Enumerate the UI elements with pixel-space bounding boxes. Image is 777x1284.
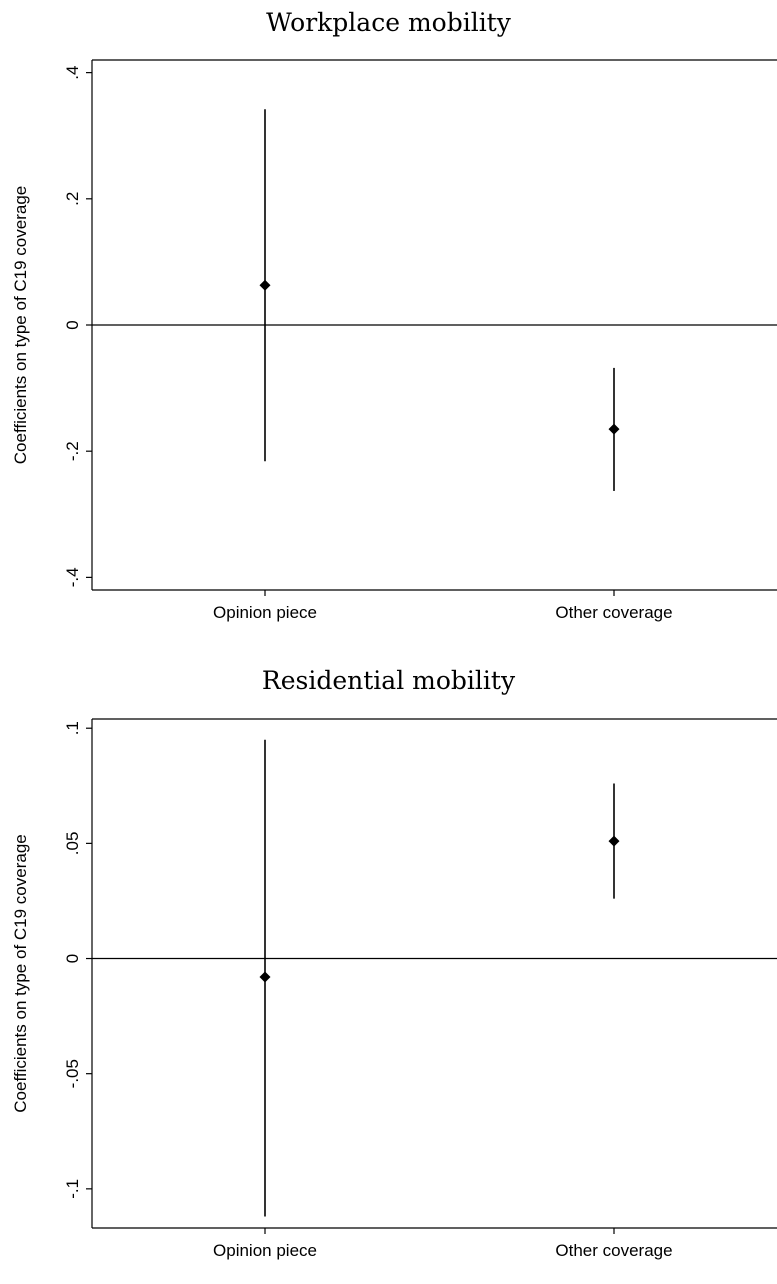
chart-panel-residential: Residential mobility -.1 -.05 0 .05 .1 Coeffi… [0,642,777,1284]
y-tick-label: 0 [63,320,82,329]
chart-residential: -.1 -.05 0 .05 .1 Coefficients on type of C19… [11,718,777,1260]
y-tick-label: -.1 [63,1179,82,1199]
x-tick-label: Other coverage [555,1241,672,1260]
y-tick-label: .1 [63,721,82,735]
y-tick-label: -.2 [63,441,82,461]
point-estimate-marker [259,279,271,291]
x-tick-label: Opinion piece [213,603,317,622]
chart-title: Residential mobility [261,666,516,695]
point-estimate-marker [608,835,620,847]
y-tick-label: .05 [63,832,82,856]
chart-panel-workplace: Workplace mobility -.4 -.2 0 .2 .4 Coefficien… [11,8,777,622]
point-estimate-marker [259,971,271,983]
y-tick-label: 0 [63,954,82,963]
y-tick-label: -.05 [63,1059,82,1088]
y-tick-label: -.4 [63,567,82,587]
x-tick-label: Opinion piece [213,1241,317,1260]
y-axis-title: Coefficients on type of C19 coverage [11,834,30,1112]
chart-title: Workplace mobility [266,8,511,37]
y-axis-title: Coefficients on type of C19 coverage [11,186,30,464]
y-tick-label: .2 [63,192,82,206]
x-tick-label: Other coverage [555,603,672,622]
chart-workplace: -.4 -.2 0 .2 .4 Coefficients on type of C19 c… [11,59,777,622]
point-estimate-marker [608,423,620,435]
y-tick-label: .4 [63,66,82,80]
